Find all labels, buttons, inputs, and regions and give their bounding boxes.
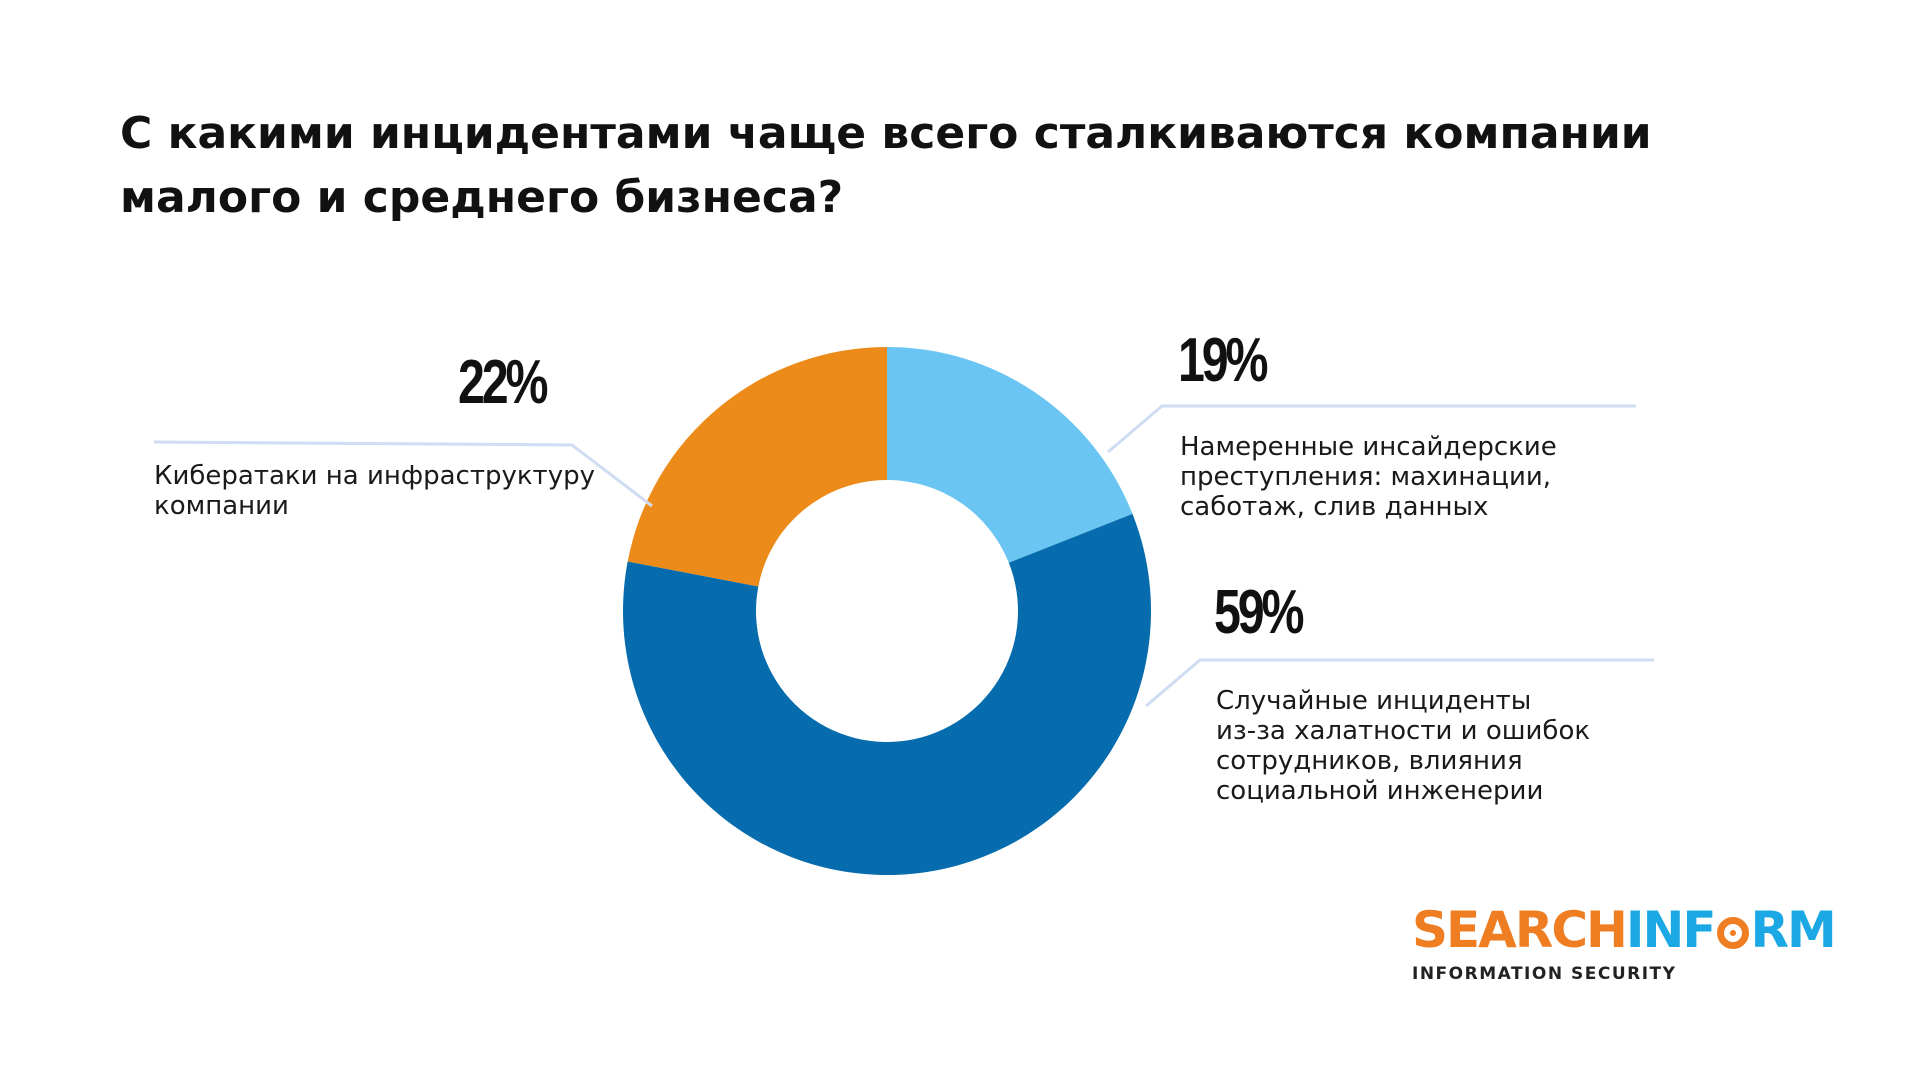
logo-word-rm: RM (1750, 901, 1837, 959)
leader-line-59 (1145, 658, 1654, 708)
slice-description-insider: Намеренные инсайдерские преступления: ма… (1180, 432, 1557, 522)
logo-tagline: INFORMATION SECURITY (1412, 964, 1677, 984)
donut-slices (623, 347, 1151, 876)
leader-lines (153, 404, 1654, 708)
chart-title: С какими инцидентами чаще всего сталкива… (120, 102, 1720, 230)
slice-description-accidental-line-2: из-за халатности и ошибок (1216, 716, 1591, 746)
slice-description-insider-line-2: преступления: махинации, (1180, 462, 1552, 492)
slice-description-accidental-line-3: сотрудников, влияния (1216, 746, 1523, 776)
leader-line-22 (153, 440, 653, 508)
chart-title-line-1: С какими инцидентами чаще всего сталкива… (120, 108, 1652, 159)
slice-description-insider-line-3: саботаж, слив данных (1180, 492, 1489, 522)
slice-description-accidental-line-4: социальной инженерии (1216, 776, 1544, 806)
logo-word-inf: INF (1625, 901, 1717, 959)
donut-slice-59 (623, 513, 1151, 876)
slice-description-insider-line-1: Намеренные инсайдерские (1180, 432, 1557, 462)
slice-description-accidental: Случайные инциденты из-за халатности и о… (1216, 686, 1590, 806)
logo-target-icon (1716, 917, 1749, 949)
logo-word-search: SEARCH (1412, 901, 1628, 959)
chart-title-line-2: малого и среднего бизнеса? (120, 172, 844, 223)
searchinform-logo: SEARCHINF RM INFORMATION SECURITY (1412, 901, 1837, 984)
slice-description-cyberattacks: Кибератаки на инфраструктуру компании (154, 461, 595, 521)
donut-slice-19 (887, 347, 1133, 563)
slice-description-cyberattacks-line-1: Кибератаки на инфраструктуру (154, 461, 595, 491)
slice-label-22: 22% (458, 348, 549, 417)
leader-line-19 (1107, 404, 1636, 454)
logo-wordmark: SEARCHINF RM (1412, 901, 1837, 959)
slice-label-19: 19% (1178, 326, 1269, 395)
slice-label-59: 59% (1214, 578, 1305, 647)
donut-slice-22 (627, 347, 887, 587)
slice-description-cyberattacks-line-2: компании (154, 491, 289, 521)
slice-description-accidental-line-1: Случайные инциденты (1216, 686, 1532, 716)
